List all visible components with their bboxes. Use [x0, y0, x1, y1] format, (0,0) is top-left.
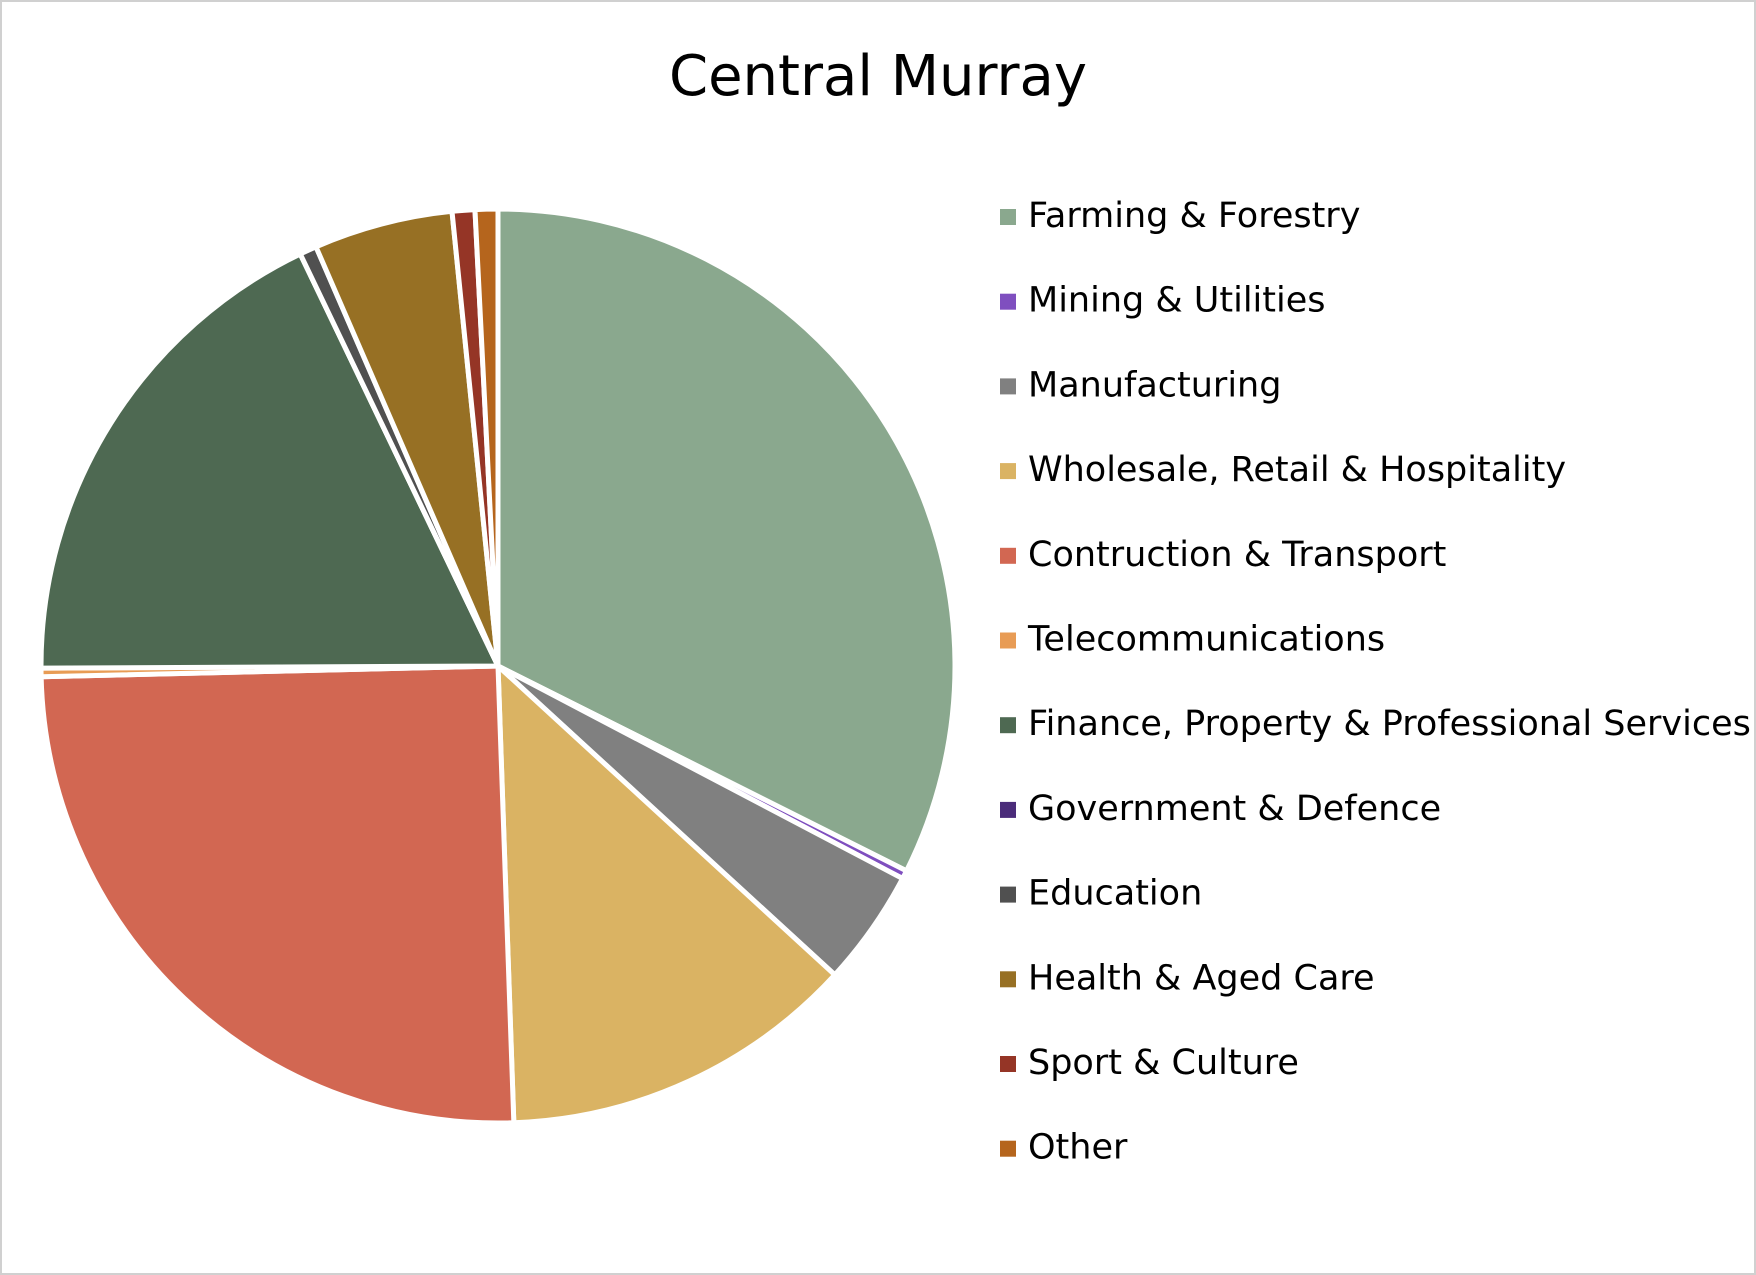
pie-slice — [495, 663, 838, 1126]
legend-swatch — [1000, 378, 1016, 395]
legend-label: Education — [1028, 874, 1202, 914]
legend-swatch — [1000, 547, 1016, 564]
pie-slice — [495, 206, 958, 874]
legend-label: Sport & Culture — [1028, 1043, 1299, 1083]
pie-slice — [38, 251, 501, 671]
legend-swatch — [1000, 801, 1016, 818]
pie-slice — [472, 206, 501, 669]
legend-label: Manufacturing — [1028, 365, 1281, 405]
legend-swatch — [1000, 463, 1016, 480]
legend-label: Farming & Forestry — [1028, 196, 1360, 236]
legend-swatch — [1000, 1140, 1016, 1157]
legend-swatch — [1000, 1056, 1016, 1072]
legend-label: Finance, Property & Professional Service… — [1028, 704, 1751, 744]
chart-title: Central Murray — [669, 44, 1087, 109]
legend-swatch — [1000, 209, 1016, 225]
legend-swatch — [1000, 632, 1016, 649]
legend-label: Government & Defence — [1028, 789, 1441, 829]
legend-label: Contruction & Transport — [1028, 535, 1446, 575]
legend-label: Other — [1028, 1128, 1128, 1168]
legend-swatch — [1000, 886, 1016, 903]
legend-swatch — [1000, 717, 1016, 734]
legend-swatch — [1000, 971, 1016, 988]
legend-label: Health & Aged Care — [1028, 958, 1375, 998]
legend-label: Telecommunications — [1027, 620, 1385, 660]
legend-swatch — [1000, 293, 1016, 310]
legend-label: Wholesale, Retail & Hospitality — [1028, 450, 1566, 490]
legend-label: Mining & Utilities — [1028, 281, 1326, 321]
pie-slice — [38, 663, 517, 1126]
